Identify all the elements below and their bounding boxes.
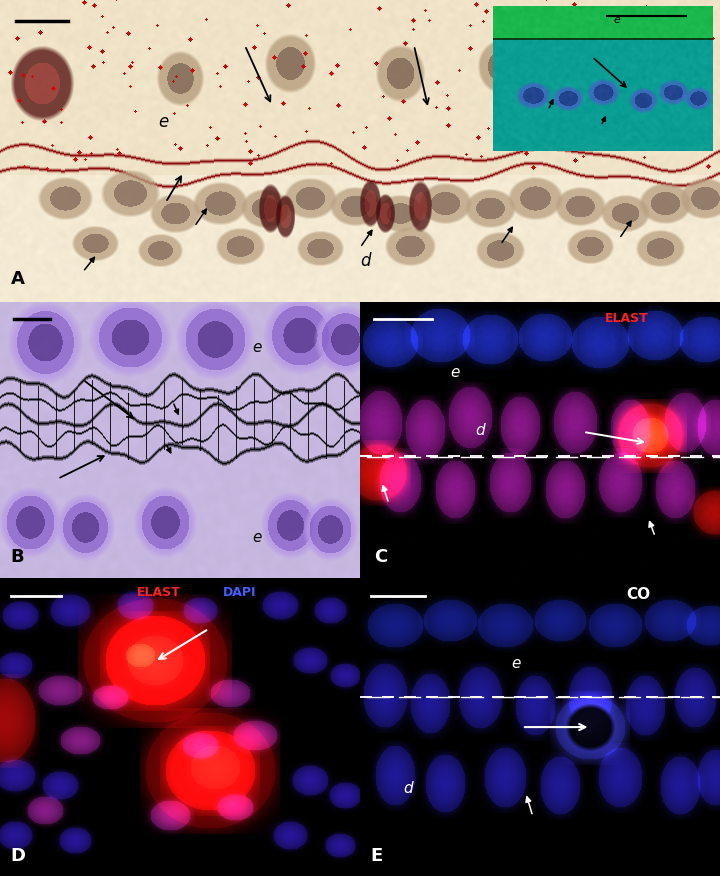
Text: E: E [371,847,383,865]
Text: DAPI: DAPI [223,586,257,599]
Text: C: C [374,548,387,566]
Text: e: e [252,340,261,355]
Text: e: e [252,530,261,545]
Text: e: e [614,16,621,25]
Text: d: d [475,423,485,438]
Text: ELAST: ELAST [605,312,649,324]
Text: d: d [360,252,371,270]
Text: CO: CO [626,587,651,602]
Text: D: D [11,847,26,865]
Text: d: d [403,781,413,795]
Text: A: A [11,270,24,288]
Text: e: e [158,113,168,131]
Text: B: B [11,548,24,566]
Text: e: e [511,655,521,670]
Text: e: e [450,364,459,379]
Text: ELAST: ELAST [137,586,181,599]
